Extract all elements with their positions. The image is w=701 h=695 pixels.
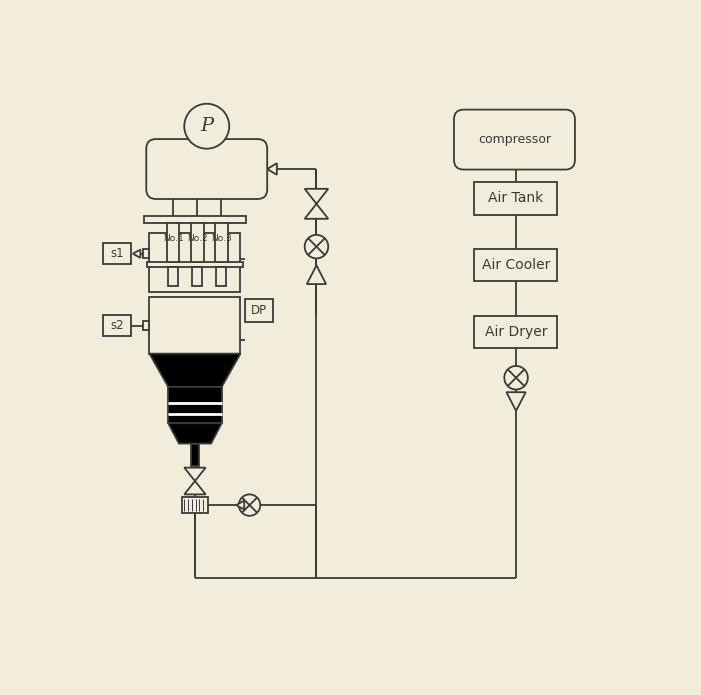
Text: P: P (200, 117, 213, 136)
Bar (168, 268, 178, 286)
Bar (143, 250, 149, 258)
Polygon shape (149, 354, 240, 387)
Polygon shape (184, 468, 205, 481)
Text: Air Cooler: Air Cooler (482, 259, 550, 272)
Circle shape (504, 366, 528, 389)
Bar (104, 315, 131, 336)
Bar (475, 316, 557, 348)
Text: No.1: No.1 (163, 234, 184, 243)
Polygon shape (184, 481, 205, 494)
Text: DP: DP (250, 304, 266, 317)
Bar (192, 268, 202, 286)
Bar (182, 497, 207, 513)
Polygon shape (168, 423, 222, 443)
Bar (167, 222, 179, 262)
Polygon shape (267, 163, 277, 175)
Bar (475, 182, 557, 215)
Bar (215, 222, 228, 262)
Bar (217, 268, 226, 286)
Polygon shape (506, 392, 526, 411)
Circle shape (184, 104, 229, 149)
Text: Air Dryer: Air Dryer (484, 325, 547, 339)
Text: No.2: No.2 (186, 234, 207, 243)
Polygon shape (305, 189, 328, 204)
FancyBboxPatch shape (454, 110, 575, 170)
Bar (168, 387, 222, 423)
Text: s1: s1 (111, 247, 124, 260)
Circle shape (305, 235, 328, 259)
Bar (147, 262, 243, 268)
Text: compressor: compressor (478, 133, 551, 146)
Bar (143, 321, 149, 330)
Bar (144, 216, 246, 222)
Polygon shape (133, 250, 140, 258)
Bar (149, 234, 240, 292)
FancyBboxPatch shape (147, 139, 267, 199)
Bar (245, 300, 273, 322)
Bar (149, 297, 240, 354)
Polygon shape (305, 204, 328, 219)
Polygon shape (307, 265, 326, 284)
Text: s2: s2 (111, 319, 124, 332)
Bar (475, 250, 557, 281)
Text: Air Tank: Air Tank (488, 191, 543, 206)
Bar (191, 222, 203, 262)
Bar (104, 243, 131, 264)
Circle shape (239, 494, 260, 516)
Polygon shape (236, 500, 244, 509)
Text: No.3: No.3 (211, 234, 231, 243)
Bar (191, 443, 198, 466)
